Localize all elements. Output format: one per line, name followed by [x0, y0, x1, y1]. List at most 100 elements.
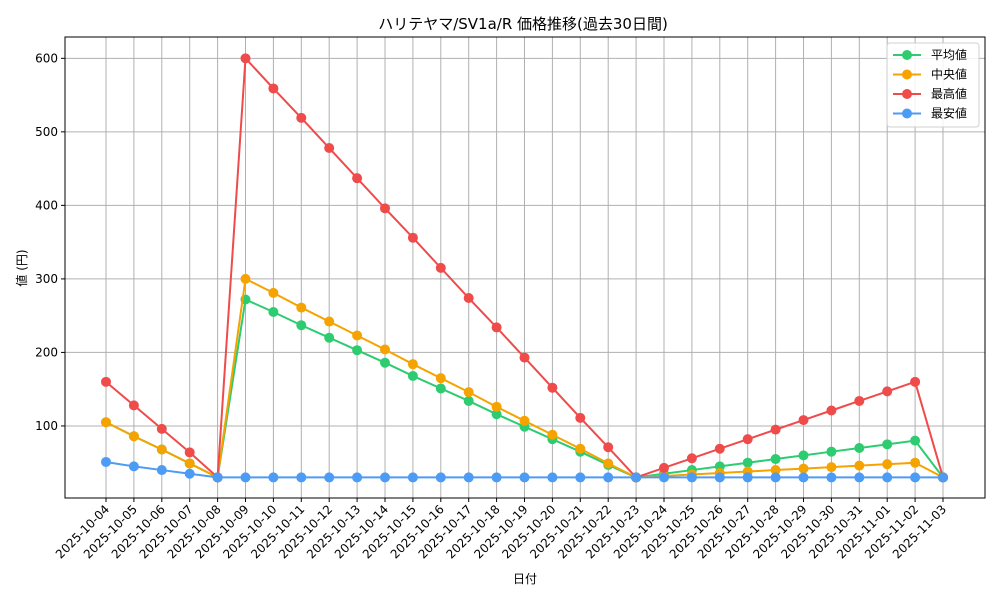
data-point-marker: [519, 415, 530, 426]
y-tick-label: 300: [35, 272, 58, 286]
data-point-marker: [491, 322, 502, 333]
data-point-marker: [184, 447, 195, 458]
x-axis-label: 日付: [513, 572, 537, 586]
data-point-marker: [407, 472, 418, 483]
y-tick-label: 200: [35, 345, 58, 359]
data-point-marker: [212, 472, 223, 483]
legend-item: 最安値: [893, 106, 967, 121]
series-最安値: [101, 456, 948, 483]
data-point-marker: [352, 330, 363, 341]
y-tick-label: 500: [35, 125, 58, 139]
legend-marker-icon: [902, 108, 912, 119]
data-point-marker: [882, 439, 893, 450]
legend-label: 最高値: [931, 86, 967, 101]
data-point-marker: [686, 453, 697, 464]
legend-box: [886, 42, 980, 128]
data-point-marker: [184, 458, 195, 469]
data-point-marker: [547, 472, 558, 483]
data-point-marker: [435, 472, 446, 483]
data-point-marker: [854, 472, 865, 483]
data-point-marker: [826, 472, 837, 483]
data-point-marker: [101, 456, 111, 467]
data-point-marker: [324, 316, 335, 327]
legend-label: 最安値: [931, 106, 967, 121]
data-point-marker: [380, 203, 390, 214]
data-point-marker: [714, 443, 725, 454]
data-point-marker: [826, 462, 837, 473]
data-point-marker: [714, 472, 725, 483]
legend-item: 最高値: [893, 86, 967, 101]
data-point-marker: [575, 443, 586, 454]
data-point-marker: [882, 459, 893, 470]
data-point-marker: [742, 434, 753, 445]
data-point-marker: [240, 472, 251, 483]
data-point-marker: [324, 143, 335, 154]
data-point-marker: [547, 382, 558, 393]
data-point-marker: [463, 472, 474, 483]
data-point-marker: [910, 472, 921, 483]
data-point-marker: [910, 457, 921, 468]
data-point-marker: [407, 370, 418, 381]
data-point-marker: [575, 472, 586, 483]
y-axis-label: 値 (円): [14, 249, 29, 286]
legend-marker-icon: [902, 50, 912, 60]
data-point-marker: [770, 424, 781, 435]
data-series: [101, 53, 948, 483]
data-point-marker: [854, 443, 865, 454]
data-point-marker: [128, 431, 139, 442]
data-point-marker: [603, 458, 614, 469]
data-point-marker: [435, 383, 446, 394]
data-point-marker: [742, 457, 753, 468]
data-point-marker: [659, 472, 669, 483]
data-point-marker: [798, 450, 809, 461]
data-point-marker: [882, 386, 893, 397]
chart-title: ハリテヤマ/SV1a/R 価格推移(過去30日間): [378, 15, 668, 33]
data-point-marker: [770, 465, 781, 476]
data-point-marker: [268, 472, 279, 483]
data-point-marker: [826, 446, 837, 457]
data-point-marker: [296, 302, 307, 313]
data-point-marker: [938, 472, 948, 483]
legend-label: 平均値: [931, 47, 967, 62]
data-point-marker: [519, 472, 530, 483]
data-point-marker: [463, 293, 474, 304]
y-axis-ticks: 100 200 300 400 500 600: [35, 51, 65, 433]
data-point-marker: [101, 376, 111, 387]
data-point-marker: [603, 472, 614, 483]
data-point-marker: [156, 444, 167, 455]
data-point-marker: [463, 395, 474, 406]
legend-label: 中央値: [931, 67, 967, 82]
data-point-marker: [324, 472, 335, 483]
legend-item: 平均値: [893, 47, 967, 62]
data-point-marker: [435, 373, 446, 384]
y-tick-label: 400: [35, 198, 58, 212]
data-point-marker: [407, 232, 418, 243]
data-point-marker: [296, 320, 307, 331]
data-point-marker: [128, 400, 139, 411]
data-point-marker: [101, 417, 111, 428]
data-point-marker: [798, 415, 809, 426]
data-point-marker: [296, 472, 307, 483]
data-point-marker: [435, 262, 446, 273]
data-point-marker: [491, 409, 502, 420]
data-point-marker: [268, 287, 279, 298]
data-point-marker: [491, 401, 502, 412]
data-point-marker: [742, 472, 753, 483]
data-point-marker: [463, 387, 474, 398]
data-point-marker: [603, 442, 614, 453]
x-axis-ticks: 2025-10-042025-10-052025-10-062025-10-07…: [53, 498, 949, 561]
data-point-marker: [854, 395, 865, 406]
data-point-marker: [380, 344, 390, 355]
data-point-marker: [352, 173, 363, 184]
data-point-marker: [380, 472, 390, 483]
data-point-marker: [240, 53, 251, 64]
y-tick-label: 600: [35, 51, 58, 65]
data-point-marker: [798, 463, 809, 474]
data-point-marker: [268, 306, 279, 317]
data-point-marker: [324, 332, 335, 343]
data-point-marker: [491, 472, 502, 483]
data-point-marker: [268, 83, 279, 94]
